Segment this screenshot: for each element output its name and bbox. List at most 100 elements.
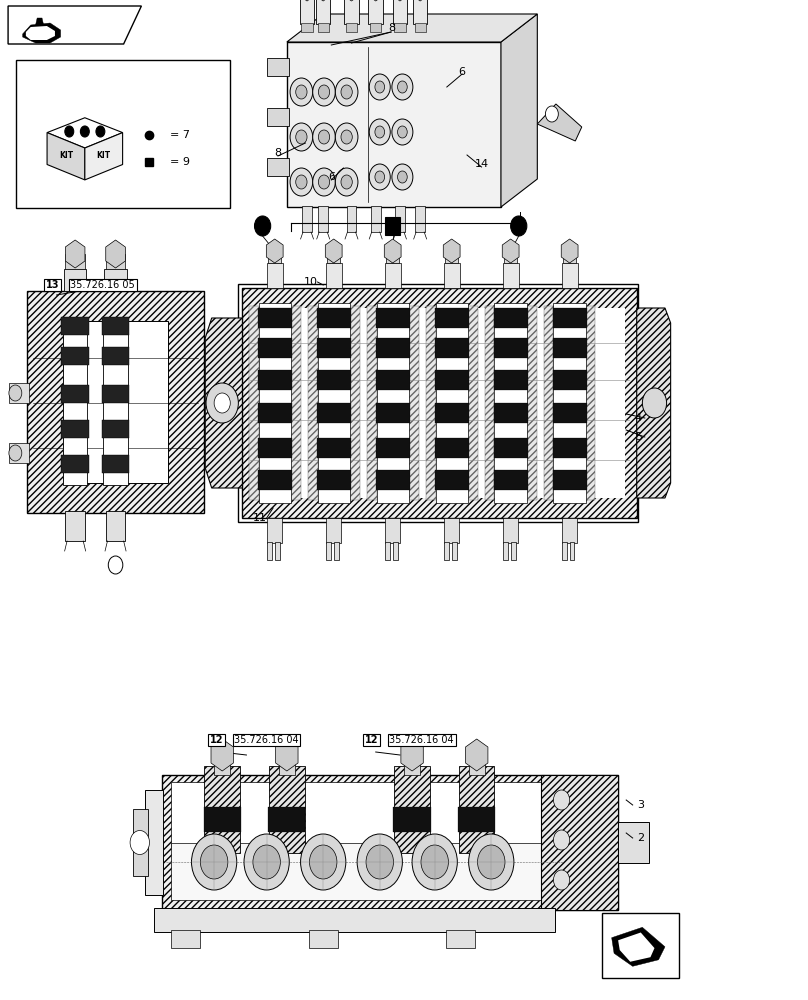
Polygon shape — [276, 739, 298, 771]
Text: 11: 11 — [253, 513, 267, 523]
Bar — [504, 251, 517, 263]
Circle shape — [341, 175, 352, 189]
Circle shape — [206, 383, 238, 423]
Circle shape — [341, 130, 352, 144]
Bar — [317, 308, 351, 328]
Bar — [435, 370, 469, 390]
Polygon shape — [106, 240, 125, 268]
Bar — [452, 542, 457, 560]
Polygon shape — [637, 308, 671, 498]
Bar — [376, 438, 410, 458]
Bar — [570, 542, 574, 560]
Polygon shape — [401, 739, 423, 771]
Circle shape — [642, 388, 667, 418]
Bar — [385, 542, 390, 560]
Bar — [16, 60, 230, 208]
Bar — [459, 766, 494, 853]
Polygon shape — [36, 18, 44, 25]
Polygon shape — [367, 306, 377, 500]
Polygon shape — [8, 6, 141, 44]
Bar — [61, 385, 89, 403]
Bar — [368, 0, 383, 24]
Circle shape — [9, 385, 22, 401]
Circle shape — [296, 130, 307, 144]
Bar — [415, 206, 425, 232]
Circle shape — [290, 78, 313, 106]
Circle shape — [375, 171, 385, 183]
Polygon shape — [205, 318, 242, 488]
Bar — [376, 403, 410, 423]
Circle shape — [253, 845, 280, 879]
Circle shape — [412, 834, 457, 890]
Bar — [267, 108, 289, 126]
Bar — [386, 251, 399, 263]
Bar — [269, 766, 305, 853]
Bar — [394, 766, 430, 853]
Bar — [258, 403, 292, 423]
Bar — [553, 303, 586, 503]
Polygon shape — [47, 118, 123, 148]
Text: 6: 6 — [328, 172, 335, 182]
Bar — [258, 308, 292, 328]
Bar — [404, 753, 420, 775]
Circle shape — [96, 126, 105, 137]
Bar — [562, 542, 567, 560]
Circle shape — [335, 123, 358, 151]
Bar — [301, 23, 313, 32]
Text: 13: 13 — [46, 280, 59, 290]
Text: 12: 12 — [210, 735, 223, 745]
Bar — [376, 370, 410, 390]
Bar — [503, 518, 518, 543]
Bar — [27, 291, 204, 513]
Text: = 7: = 7 — [170, 130, 190, 140]
Bar — [446, 930, 475, 948]
Bar — [102, 420, 129, 438]
Bar — [347, 206, 356, 232]
Bar — [102, 347, 129, 365]
Bar — [394, 23, 406, 32]
Circle shape — [421, 845, 448, 879]
Bar — [445, 251, 458, 263]
Bar — [553, 370, 587, 390]
Text: 6: 6 — [459, 67, 465, 77]
Bar — [444, 518, 459, 543]
Bar — [346, 23, 357, 32]
Polygon shape — [350, 306, 360, 500]
Bar — [258, 338, 292, 358]
Bar — [154, 908, 555, 932]
Bar — [371, 206, 381, 232]
Bar — [494, 438, 528, 458]
Polygon shape — [385, 239, 401, 263]
Bar — [553, 308, 587, 328]
Polygon shape — [444, 239, 460, 263]
Circle shape — [357, 834, 402, 890]
Text: KIT: KIT — [59, 151, 74, 160]
Bar — [9, 383, 29, 403]
Bar — [385, 518, 400, 543]
Bar — [553, 470, 587, 490]
Text: = 9: = 9 — [170, 157, 190, 167]
Bar — [287, 42, 501, 207]
Bar — [268, 807, 305, 832]
Bar — [145, 790, 163, 895]
Bar — [204, 766, 240, 853]
Bar — [268, 251, 281, 263]
Text: 3: 3 — [638, 800, 644, 810]
Polygon shape — [618, 932, 654, 962]
Bar — [435, 470, 469, 490]
Bar — [102, 455, 129, 473]
Bar — [444, 263, 460, 288]
Circle shape — [545, 106, 558, 122]
Bar — [63, 321, 168, 483]
Circle shape — [392, 74, 413, 100]
Polygon shape — [23, 23, 61, 43]
Bar — [267, 518, 282, 543]
Polygon shape — [211, 739, 234, 771]
Polygon shape — [85, 133, 123, 180]
Polygon shape — [468, 306, 478, 500]
Bar — [171, 930, 200, 948]
Bar — [385, 217, 400, 235]
Polygon shape — [287, 14, 537, 42]
Bar — [494, 303, 527, 503]
Bar — [393, 0, 407, 24]
